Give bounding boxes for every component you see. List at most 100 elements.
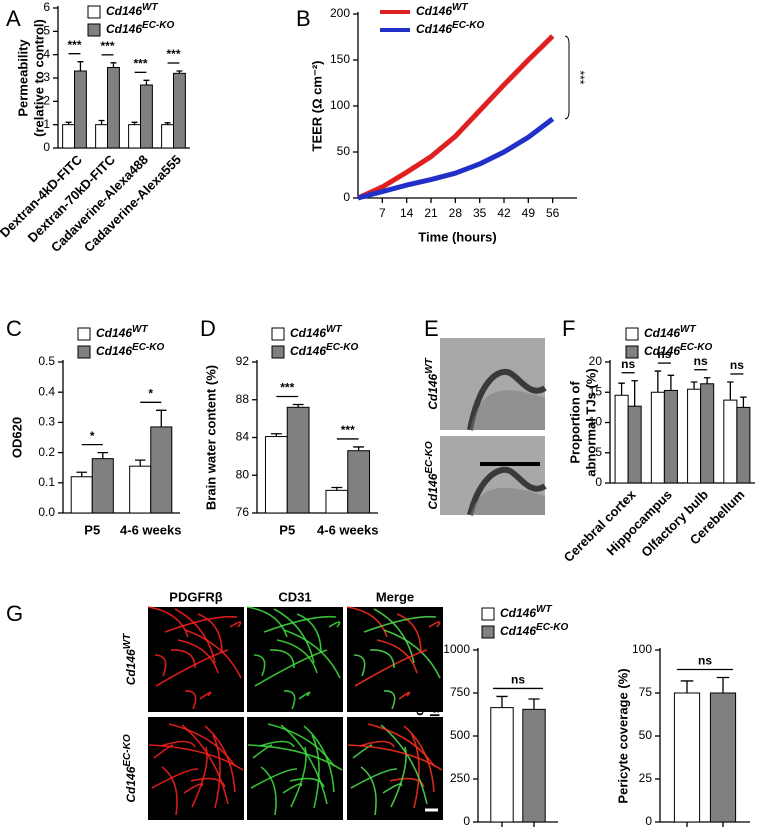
y-tick-label: 20 — [589, 354, 603, 368]
y-tick-label: 100 — [330, 98, 350, 112]
micrograph-shade — [440, 487, 545, 515]
significance-label: * — [90, 429, 95, 443]
x-tick-label: 35 — [473, 206, 487, 220]
legend-swatch — [87, 5, 101, 19]
legend-swatch — [271, 327, 285, 341]
vessel — [191, 746, 208, 808]
legend-label-sup: WT — [536, 604, 552, 615]
vessel — [155, 649, 229, 687]
row-label: Cd146WT — [122, 633, 139, 685]
panel-letter: F — [562, 316, 575, 341]
error-bar — [131, 121, 138, 125]
legend-label-sup: WT — [680, 324, 696, 335]
vessel — [359, 740, 395, 748]
vessel — [396, 613, 422, 654]
legend-label-base: Cd146 — [416, 4, 452, 18]
vessel — [360, 766, 377, 816]
y-tick-label: 150 — [330, 52, 350, 66]
vessel — [197, 613, 223, 654]
vessel — [290, 746, 307, 808]
y-tick-label: 5 — [43, 24, 50, 38]
vessel — [383, 690, 396, 710]
y-tick-label: 2 — [43, 94, 50, 108]
y-tick-label: 0 — [645, 814, 652, 828]
error-bar — [110, 62, 117, 68]
row-label-base: Cd146 — [426, 373, 440, 409]
legend-label-sup: EC-KO — [132, 342, 164, 353]
row-label-base: Cd146 — [426, 473, 440, 509]
x-tick-label: 7 — [379, 206, 386, 220]
y-tick-label: 76 — [236, 505, 250, 519]
vessel — [164, 615, 238, 633]
line-series — [357, 116, 555, 201]
x-tick-label: 4-6 weeks — [120, 522, 181, 537]
y-tick-label: 1000 — [443, 642, 470, 656]
vessel — [369, 649, 395, 669]
vessel — [350, 768, 398, 789]
y-axis-label: Brain water content (%) — [203, 365, 218, 510]
legend-label-base: Cd146 — [96, 344, 132, 358]
legend-label: Cd146EC-KO — [96, 342, 164, 359]
vessel — [269, 649, 295, 669]
legend-label-base: Cd146 — [106, 22, 142, 36]
legend-swatch — [481, 625, 495, 639]
vessel — [246, 606, 288, 638]
vessel — [389, 777, 425, 788]
legend-label: Cd146WT — [290, 324, 342, 341]
bar — [490, 707, 514, 823]
error-bar — [97, 451, 109, 459]
legend-label: Cd146WT — [644, 324, 696, 341]
vessel — [229, 621, 242, 628]
y-tick-label: 250 — [450, 771, 470, 785]
bar — [70, 476, 93, 514]
y-tick-label: 1 — [43, 117, 50, 131]
y-tick-label: 0 — [463, 814, 470, 828]
vessel — [390, 746, 407, 808]
vessel — [212, 734, 221, 809]
significance-label: * — [148, 386, 153, 400]
error-bar — [143, 79, 150, 85]
bar — [736, 406, 751, 484]
legend-label-base: Cd146 — [500, 624, 536, 638]
legend-swatch — [271, 345, 285, 359]
x-tick-label: 28 — [449, 206, 463, 220]
legend-swatch — [77, 345, 91, 359]
significance-label: ns — [511, 673, 525, 687]
vessel — [263, 615, 337, 633]
error-bar — [292, 403, 304, 408]
error-bar — [680, 680, 694, 693]
bar — [627, 405, 642, 484]
error-bar — [353, 446, 365, 451]
vessel — [184, 629, 242, 679]
y-tick-label: 0 — [43, 140, 50, 154]
legend-label: Cd146EC-KO — [644, 342, 712, 359]
y-tick-label: 0.0 — [38, 505, 55, 519]
legend-label-sup: EC-KO — [326, 342, 358, 353]
vessel — [183, 783, 204, 794]
vessel — [311, 734, 320, 809]
y-axis-label: abnormal TJs (%) — [583, 368, 598, 476]
bar — [128, 124, 141, 149]
legend-label-base: Cd146 — [416, 22, 452, 36]
vessel — [184, 690, 197, 710]
legend-label-base: Cd146 — [500, 606, 536, 620]
legend-label: Cd146WT — [416, 2, 468, 19]
vessel — [428, 621, 441, 628]
error-bar — [703, 377, 711, 384]
y-tick-label: 92 — [236, 354, 250, 368]
y-tick-label: 750 — [450, 685, 470, 699]
panel-letter: A — [6, 6, 21, 31]
vessel — [259, 740, 295, 748]
legend-label-base: Cd146 — [644, 344, 680, 358]
legend-swatch — [481, 607, 495, 621]
row-label-sup: EC-KO — [424, 441, 435, 473]
legend-label-sup: EC-KO — [452, 20, 484, 31]
panel-letter: B — [296, 6, 311, 31]
y-tick-label: 25 — [639, 771, 653, 785]
row-label-sup: WT — [122, 633, 133, 649]
error-bar — [77, 61, 84, 71]
legend-label-sup: EC-KO — [142, 20, 174, 31]
y-tick-label: 4 — [43, 47, 50, 61]
error-bar — [618, 382, 625, 396]
